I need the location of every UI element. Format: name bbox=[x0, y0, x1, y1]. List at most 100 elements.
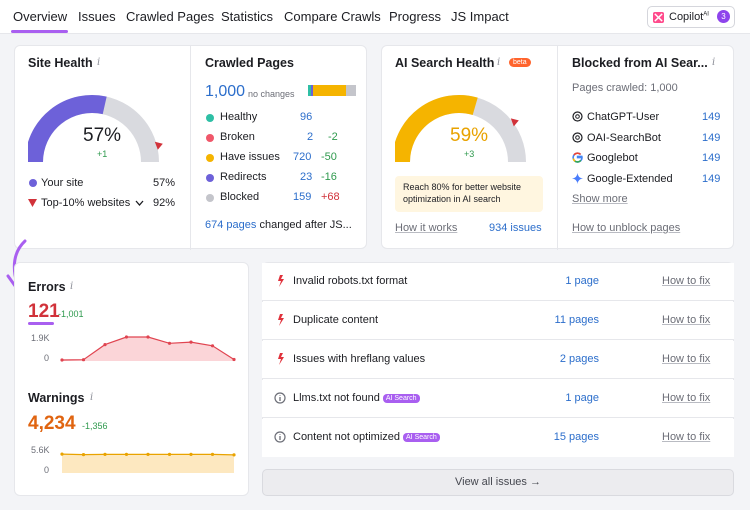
row-label: Healthy bbox=[220, 111, 258, 123]
tab-statistics[interactable]: Statistics bbox=[221, 9, 274, 24]
row-delta: -16 bbox=[321, 171, 337, 183]
issue-row[interactable]: Llms.txt not found AI Search 1 page How t… bbox=[262, 380, 734, 418]
trend-point bbox=[210, 452, 215, 456]
info-icon[interactable]: i bbox=[712, 57, 716, 68]
issue-count[interactable]: 2 pages bbox=[559, 353, 599, 365]
bot-value[interactable]: 149 bbox=[702, 152, 721, 164]
tab-issues[interactable]: Issues bbox=[78, 9, 116, 24]
issue-count[interactable]: 15 pages bbox=[553, 431, 599, 443]
error-icon bbox=[278, 353, 284, 365]
row-delta: -2 bbox=[328, 131, 338, 143]
ai-health-score: 59% bbox=[450, 125, 489, 146]
your-site-label: Your site bbox=[41, 177, 84, 189]
row-label: Broken bbox=[220, 131, 255, 143]
ai-health-delta: +3 bbox=[464, 149, 475, 159]
bot-value[interactable]: 149 bbox=[702, 173, 721, 185]
site-health-gauge bbox=[28, 95, 163, 163]
issue-row[interactable]: Content not optimized AI Search 15 pages … bbox=[262, 419, 734, 457]
crawled-pages-count[interactable]: 1,000 bbox=[205, 83, 246, 100]
how-to-fix-link[interactable]: How to fix bbox=[662, 275, 711, 287]
have-issues-dot-icon bbox=[206, 154, 214, 162]
issue-text: Invalid robots.txt format bbox=[293, 275, 408, 287]
info-icon[interactable]: i bbox=[90, 392, 94, 403]
ai-search-health-card: AI Search Health i beta 59% +3 Reach 80%… bbox=[381, 45, 734, 250]
errors-trend-chart bbox=[60, 335, 236, 362]
tab-js-impact[interactable]: JS Impact bbox=[451, 9, 509, 24]
bot-value[interactable]: 149 bbox=[702, 132, 721, 144]
issue-text: Llms.txt not found bbox=[293, 392, 380, 404]
view-all-issues-button[interactable]: View all issues → bbox=[262, 469, 734, 496]
row-value[interactable]: 96 bbox=[300, 111, 313, 123]
trend-point bbox=[60, 358, 64, 362]
beta-badge: beta bbox=[509, 58, 531, 67]
warnings-y-bottom: 0 bbox=[44, 465, 50, 475]
chevron-down-icon[interactable] bbox=[135, 199, 144, 207]
row-delta: +68 bbox=[321, 191, 340, 203]
changed-pages-link[interactable]: 674 pages bbox=[205, 219, 257, 231]
openai-icon bbox=[572, 132, 583, 143]
issue-count[interactable]: 1 page bbox=[565, 275, 599, 287]
your-site-value: 57% bbox=[153, 177, 176, 189]
trend-point bbox=[167, 341, 172, 345]
crawled-pages-title: Crawled Pages bbox=[205, 56, 294, 70]
top-nav: Overview Issues Crawled Pages Statistics… bbox=[0, 0, 750, 34]
how-to-fix-link[interactable]: How to fix bbox=[662, 353, 711, 365]
your-site-dot-icon bbox=[29, 179, 37, 187]
bot-label: Google-Extended bbox=[587, 173, 673, 185]
copilot-count-badge: 3 bbox=[717, 10, 730, 23]
ai-issues-link[interactable]: 934 issues bbox=[489, 222, 542, 234]
issue-row[interactable]: Issues with hreflang values 2 pages How … bbox=[262, 341, 734, 379]
info-icon[interactable]: i bbox=[97, 57, 101, 68]
unblock-pages-link[interactable]: How to unblock pages bbox=[572, 222, 681, 234]
crawled-pages-distribution-bar bbox=[308, 85, 356, 96]
site-health-score: 57% bbox=[83, 125, 122, 146]
issue-row[interactable]: Duplicate content 11 pages How to fix bbox=[262, 302, 734, 340]
target-marker-icon bbox=[510, 118, 519, 127]
info-icon[interactable]: i bbox=[70, 281, 74, 292]
issue-text: Content not optimized bbox=[293, 431, 401, 443]
trend-point bbox=[189, 452, 193, 456]
info-circle-icon bbox=[274, 431, 286, 443]
copilot-label: Copilot bbox=[669, 11, 704, 23]
how-to-fix-link[interactable]: How to fix bbox=[662, 431, 711, 443]
row-value[interactable]: 159 bbox=[293, 191, 312, 203]
top10-value: 92% bbox=[153, 197, 176, 209]
bot-label: ChatGPT-User bbox=[587, 111, 660, 123]
how-it-works-link[interactable]: How it works bbox=[395, 222, 458, 234]
issue-count[interactable]: 11 pages bbox=[554, 314, 599, 326]
tab-compare-crawls[interactable]: Compare Crawls bbox=[284, 9, 381, 24]
trend-point bbox=[146, 452, 150, 456]
how-to-fix-link[interactable]: How to fix bbox=[662, 314, 711, 326]
how-to-fix-link[interactable]: How to fix bbox=[662, 392, 711, 404]
errors-y-top: 1.9K bbox=[31, 333, 50, 343]
row-value[interactable]: 720 bbox=[293, 151, 312, 163]
gemini-icon bbox=[572, 173, 583, 184]
trend-point bbox=[103, 452, 107, 456]
errors-highlight-underline bbox=[28, 322, 54, 325]
show-more-link[interactable]: Show more bbox=[572, 193, 628, 205]
redirects-dot-icon bbox=[206, 174, 214, 182]
gauge-fill bbox=[28, 95, 107, 163]
row-label: Blocked bbox=[220, 191, 260, 203]
bot-label: OAI-SearchBot bbox=[587, 132, 661, 144]
warnings-trend-chart bbox=[60, 452, 236, 473]
healthy-dot-icon bbox=[206, 114, 214, 122]
trend-point bbox=[146, 335, 150, 339]
tab-overview[interactable]: Overview bbox=[13, 9, 68, 24]
errors-value[interactable]: 121 bbox=[28, 301, 60, 322]
error-icon bbox=[278, 314, 284, 326]
info-icon[interactable]: i bbox=[497, 57, 501, 68]
tab-crawled-pages[interactable]: Crawled Pages bbox=[126, 9, 215, 24]
ai-health-note: Reach 80% for better website optimizatio… bbox=[395, 176, 543, 212]
issue-count[interactable]: 1 page bbox=[565, 392, 599, 404]
row-value[interactable]: 23 bbox=[300, 171, 313, 183]
copilot-button[interactable]: CopilotAI 3 bbox=[647, 6, 735, 28]
issue-row[interactable]: Invalid robots.txt format 1 page How to … bbox=[262, 263, 734, 301]
tab-progress[interactable]: Progress bbox=[389, 9, 442, 24]
bot-value[interactable]: 149 bbox=[702, 111, 721, 123]
warnings-value[interactable]: 4,234 bbox=[28, 413, 76, 434]
trend-point bbox=[60, 452, 64, 456]
row-value[interactable]: 2 bbox=[307, 131, 314, 143]
row-label: Redirects bbox=[220, 171, 267, 183]
ai-health-title: AI Search Health bbox=[395, 56, 495, 70]
